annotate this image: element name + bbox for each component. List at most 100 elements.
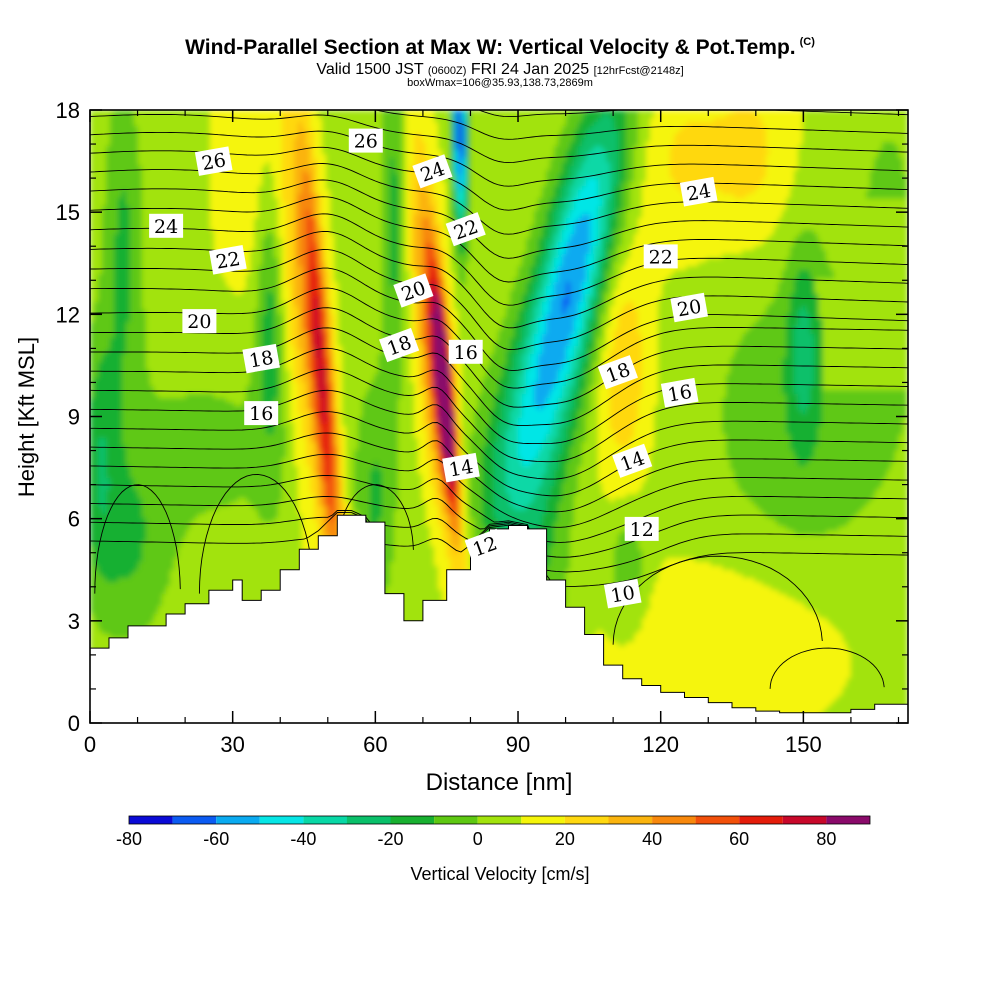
isentrope-line [90, 307, 908, 408]
isentrope-line [90, 347, 908, 445]
x-tick-label: 150 [785, 732, 822, 757]
colorbar-tick-label: -40 [290, 829, 316, 849]
contour-label: 18 [379, 327, 420, 363]
colorbar-swatch [477, 816, 522, 824]
colorbar-tick-label: 60 [729, 829, 749, 849]
isentrope-line [90, 453, 908, 528]
contour-label: 20 [182, 309, 217, 334]
contour-label: 20 [393, 273, 434, 308]
contour-label: 24 [679, 176, 718, 207]
isentrope-line [94, 484, 181, 594]
colorbar-tick-label: 0 [473, 829, 483, 849]
x-tick-label: 60 [363, 732, 387, 757]
colorbar-label: Vertical Velocity [cm/s] [410, 864, 589, 884]
contour-label: 16 [244, 401, 279, 426]
contour-label: 20 [670, 292, 709, 323]
isentrope-line [90, 496, 908, 558]
isentrope-line [90, 179, 908, 259]
colorbar-swatch [172, 816, 217, 824]
copyright-mark: (C) [799, 36, 815, 48]
contour-label: 16 [660, 377, 699, 408]
colorbar-swatch [739, 816, 783, 824]
isentrope-line [198, 473, 314, 594]
colorbar-swatch [608, 816, 653, 824]
y-tick-label: 9 [68, 405, 80, 430]
contour-label: 10 [603, 578, 642, 609]
contour-label: 16 [448, 339, 483, 364]
contour-label: 22 [209, 245, 247, 275]
contour-label: 14 [442, 452, 480, 483]
colorbar-swatch [390, 816, 435, 824]
colorbar-swatch [346, 816, 391, 824]
max-w-box-info: boxWmax=106@35.93,138.73,2869m [407, 77, 593, 89]
x-tick-label: 90 [506, 732, 530, 757]
y-axis-label: Height [Kft MSL] [14, 337, 39, 497]
y-tick-label: 15 [56, 200, 80, 225]
colorbar-swatch [782, 816, 827, 824]
colorbar-tick-label: 80 [816, 829, 836, 849]
colorbar-tick-label: -60 [203, 829, 229, 849]
colorbar-swatch [521, 816, 565, 824]
y-tick-label: 18 [56, 98, 80, 123]
colorbar-tick-label: 20 [555, 829, 575, 849]
y-tick-label: 3 [68, 609, 80, 634]
isentrope-line [374, 110, 908, 140]
colorbar-swatch [695, 816, 740, 824]
y-tick-label: 12 [56, 302, 80, 327]
colorbar-swatch [826, 816, 870, 824]
isentrope-line [90, 163, 908, 235]
contour-label: 26 [348, 128, 383, 153]
isentrope-line [477, 110, 908, 118]
contour-label: 22 [643, 244, 678, 269]
x-tick-label: 0 [84, 732, 96, 757]
y-tick-label: 6 [68, 507, 80, 532]
contour-label: 26 [194, 146, 233, 176]
colorbar-swatch [129, 816, 173, 824]
colorbar-tick-label: 40 [642, 829, 662, 849]
y-tick-label: 0 [68, 711, 80, 736]
colorbar-swatch [259, 816, 304, 824]
potential-temperature-contours [90, 45, 908, 689]
isentrope-line [90, 114, 908, 164]
contour-label: 12 [624, 516, 659, 541]
chart-subtitle: Valid 1500 JST (0600Z) FRI 24 Jan 2025 [… [316, 61, 684, 78]
utc-time: (0600Z) [427, 65, 467, 77]
isentrope-line [90, 287, 908, 389]
x-axis-label: Distance [nm] [426, 769, 573, 796]
colorbar-frame [128, 815, 871, 825]
x-tick-label: 30 [220, 732, 244, 757]
colorbar-tick-label: -20 [377, 829, 403, 849]
contour-label: 22 [445, 212, 486, 247]
colorbar-swatch [434, 816, 478, 824]
isentrope-line [90, 475, 908, 543]
isentrope-line [90, 411, 908, 497]
isentrope-line [90, 45, 908, 77]
isentrope-line [90, 267, 908, 372]
isentrope-line [90, 130, 908, 187]
isentrope-line [90, 62, 908, 96]
colorbar-swatch [564, 816, 609, 824]
isentrope-line [90, 512, 908, 587]
contour-label: 12 [464, 528, 505, 563]
chart-title: Wind-Parallel Section at Max W: Vertical… [185, 36, 815, 59]
isentrope-line [90, 213, 908, 306]
isentrope-line [90, 389, 908, 480]
isentrope-line [769, 647, 885, 689]
colorbar-swatch [303, 816, 347, 824]
contour-label: 18 [242, 343, 281, 374]
isentrope-line [90, 432, 908, 513]
colorbar: -80 -60 -40 -20 0 20 40 60 80 Vertical Velocity [… [116, 815, 871, 884]
colorbar-tick-label: -80 [116, 829, 142, 849]
axes: 0 30 60 90 120 150 0 3 6 9 12 15 18 Distance [nm] Heig… [14, 98, 909, 796]
contour-label: 24 [149, 213, 184, 238]
x-tick-label: 120 [642, 732, 679, 757]
isentrope-line [90, 368, 908, 463]
colorbar-swatch [216, 816, 260, 824]
colorbar-swatch [652, 816, 696, 824]
isentrope-line [90, 196, 908, 283]
isentrope-line [90, 327, 908, 427]
forecast-info: [12hrFcst@2148z] [593, 65, 684, 77]
